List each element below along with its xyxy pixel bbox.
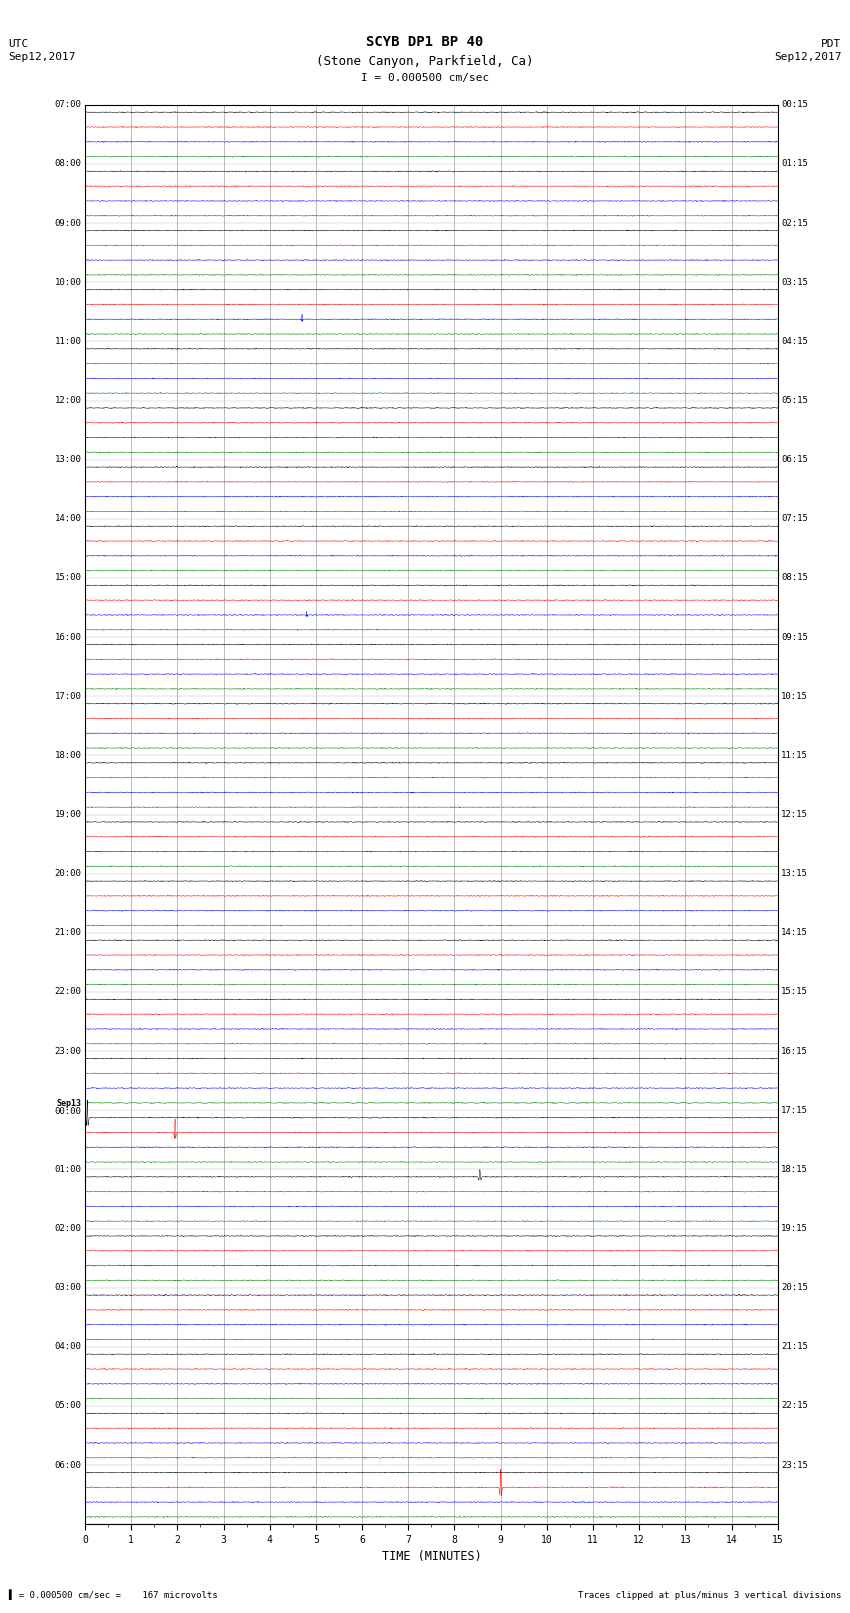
Text: 20:00: 20:00	[54, 869, 82, 877]
Text: 00:00: 00:00	[54, 1108, 82, 1116]
Text: 10:15: 10:15	[781, 692, 808, 700]
Text: 09:15: 09:15	[781, 632, 808, 642]
Text: Sep12,2017: Sep12,2017	[774, 52, 842, 61]
Text: 22:15: 22:15	[781, 1402, 808, 1410]
Text: PDT: PDT	[821, 39, 842, 48]
Text: 04:00: 04:00	[54, 1342, 82, 1352]
Text: 08:15: 08:15	[781, 574, 808, 582]
Text: 05:15: 05:15	[781, 397, 808, 405]
Text: 23:00: 23:00	[54, 1047, 82, 1055]
Text: 06:00: 06:00	[54, 1461, 82, 1469]
Text: 01:00: 01:00	[54, 1165, 82, 1174]
Text: 21:00: 21:00	[54, 929, 82, 937]
X-axis label: TIME (MINUTES): TIME (MINUTES)	[382, 1550, 481, 1563]
Text: ▌ = 0.000500 cm/sec =    167 microvolts: ▌ = 0.000500 cm/sec = 167 microvolts	[8, 1589, 218, 1600]
Text: 16:00: 16:00	[54, 632, 82, 642]
Text: 17:00: 17:00	[54, 692, 82, 700]
Text: 23:15: 23:15	[781, 1461, 808, 1469]
Text: 12:00: 12:00	[54, 397, 82, 405]
Text: 02:00: 02:00	[54, 1224, 82, 1232]
Text: 07:15: 07:15	[781, 515, 808, 523]
Text: I = 0.000500 cm/sec: I = 0.000500 cm/sec	[361, 73, 489, 82]
Text: (Stone Canyon, Parkfield, Ca): (Stone Canyon, Parkfield, Ca)	[316, 55, 534, 68]
Text: Sep13: Sep13	[57, 1098, 82, 1108]
Text: 03:15: 03:15	[781, 277, 808, 287]
Text: 01:15: 01:15	[781, 160, 808, 168]
Text: 11:15: 11:15	[781, 752, 808, 760]
Text: 13:00: 13:00	[54, 455, 82, 465]
Text: 10:00: 10:00	[54, 277, 82, 287]
Text: UTC: UTC	[8, 39, 29, 48]
Text: 18:00: 18:00	[54, 752, 82, 760]
Text: 15:00: 15:00	[54, 574, 82, 582]
Text: SCYB DP1 BP 40: SCYB DP1 BP 40	[366, 35, 484, 50]
Text: 14:00: 14:00	[54, 515, 82, 523]
Text: 22:00: 22:00	[54, 987, 82, 997]
Text: 15:15: 15:15	[781, 987, 808, 997]
Text: 03:00: 03:00	[54, 1284, 82, 1292]
Text: 19:00: 19:00	[54, 810, 82, 819]
Text: 19:15: 19:15	[781, 1224, 808, 1232]
Text: 06:15: 06:15	[781, 455, 808, 465]
Text: 21:15: 21:15	[781, 1342, 808, 1352]
Text: 14:15: 14:15	[781, 929, 808, 937]
Text: 16:15: 16:15	[781, 1047, 808, 1055]
Text: 17:15: 17:15	[781, 1107, 808, 1115]
Text: 05:00: 05:00	[54, 1402, 82, 1410]
Text: 08:00: 08:00	[54, 160, 82, 168]
Text: 18:15: 18:15	[781, 1165, 808, 1174]
Text: 20:15: 20:15	[781, 1284, 808, 1292]
Text: 02:15: 02:15	[781, 219, 808, 227]
Text: 11:00: 11:00	[54, 337, 82, 345]
Text: 09:00: 09:00	[54, 219, 82, 227]
Text: 04:15: 04:15	[781, 337, 808, 345]
Text: 12:15: 12:15	[781, 810, 808, 819]
Text: 13:15: 13:15	[781, 869, 808, 877]
Text: Traces clipped at plus/minus 3 vertical divisions: Traces clipped at plus/minus 3 vertical …	[578, 1590, 842, 1600]
Text: 07:00: 07:00	[54, 100, 82, 110]
Text: Sep12,2017: Sep12,2017	[8, 52, 76, 61]
Text: 00:15: 00:15	[781, 100, 808, 110]
